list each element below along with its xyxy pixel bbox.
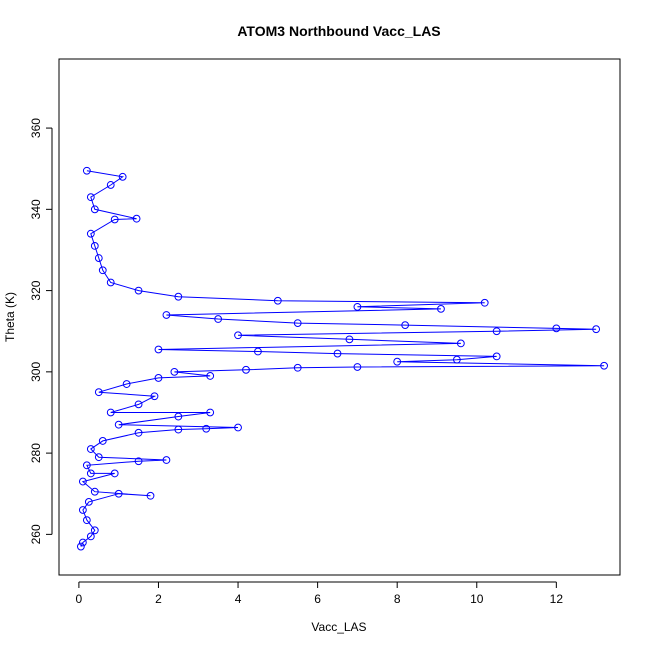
data-point [206,372,215,380]
data-point [98,437,107,445]
data-point [78,538,87,547]
x-tick-label: 2 [155,592,162,606]
y-axis-label: Theta (K) [3,292,17,342]
data-series [76,166,608,551]
data-point [78,506,87,514]
data-point [353,363,362,371]
data-point [82,461,91,470]
y-tick-label: 300 [29,362,43,382]
data-point [86,532,95,541]
y-tick-label: 360 [29,118,43,138]
data-point [114,420,123,429]
data-point [150,392,159,401]
data-point [353,302,362,311]
x-tick-label: 4 [235,592,242,606]
data-point [114,489,123,498]
data-point [552,324,561,333]
data-point [333,349,342,358]
data-point [78,477,87,486]
data-point [492,327,501,336]
data-point [90,205,99,214]
data-point [254,347,262,356]
data-point [154,345,163,354]
data-point [134,457,143,466]
data-point [202,424,211,433]
data-point [592,325,601,334]
data-point [214,315,223,323]
data-point [242,365,250,374]
data-point [86,229,95,238]
data-point [106,408,115,417]
data-point [94,388,103,397]
data-point [90,241,99,250]
series-layer [76,166,608,551]
y-tick-label: 260 [29,524,43,544]
data-point [273,296,282,305]
data-point [162,456,171,464]
data-point [600,361,608,370]
data-point [90,526,99,535]
data-point [293,319,302,327]
data-point [146,491,155,500]
chart-title: ATOM3 Northbound Vacc_LAS [237,23,440,39]
data-point [106,181,115,189]
x-axis-label: Vacc_LAS [311,620,366,634]
data-point [234,423,242,432]
data-point [94,254,103,262]
data-point [76,542,85,551]
data-point [452,355,461,364]
x-axis: 0 2 4 6 8 10 12 [76,581,564,606]
data-point [106,278,115,287]
data-point [86,193,95,202]
data-point [110,469,119,478]
data-point [134,286,143,295]
data-point [132,214,141,223]
data-point [110,215,119,224]
data-point [401,321,410,330]
data-point [98,266,107,275]
x-tick-label: 0 [76,592,83,606]
data-point [293,363,302,372]
data-point [134,400,143,409]
data-point [90,487,99,496]
data-point [82,516,91,525]
data-point [456,339,465,348]
plot-frame [58,58,621,576]
data-point [154,374,163,382]
data-point [393,357,402,366]
y-tick-label: 320 [29,280,43,300]
data-point [118,172,127,181]
data-point [82,166,91,175]
y-tick-label: 340 [29,199,43,219]
data-point [84,497,93,506]
data-point [170,367,179,376]
data-point [492,352,501,361]
data-point [234,331,242,340]
data-point [162,311,171,319]
data-point [122,380,131,388]
data-point [206,408,215,417]
data-point [174,412,183,421]
y-tick-label: 280 [29,443,43,463]
data-point [345,335,354,344]
x-tick-label: 12 [550,592,564,606]
data-point [94,453,103,462]
data-point [86,445,95,453]
x-tick-label: 6 [314,592,321,606]
data-point [174,292,183,301]
data-point [134,428,143,437]
data-point [174,425,183,434]
x-tick-label: 10 [470,592,484,606]
series-line [80,170,605,547]
data-point [86,469,95,478]
y-axis: 260 280 300 320 340 360 [29,118,53,544]
data-point [437,304,445,313]
x-tick-label: 8 [394,592,401,606]
data-point [480,298,489,307]
